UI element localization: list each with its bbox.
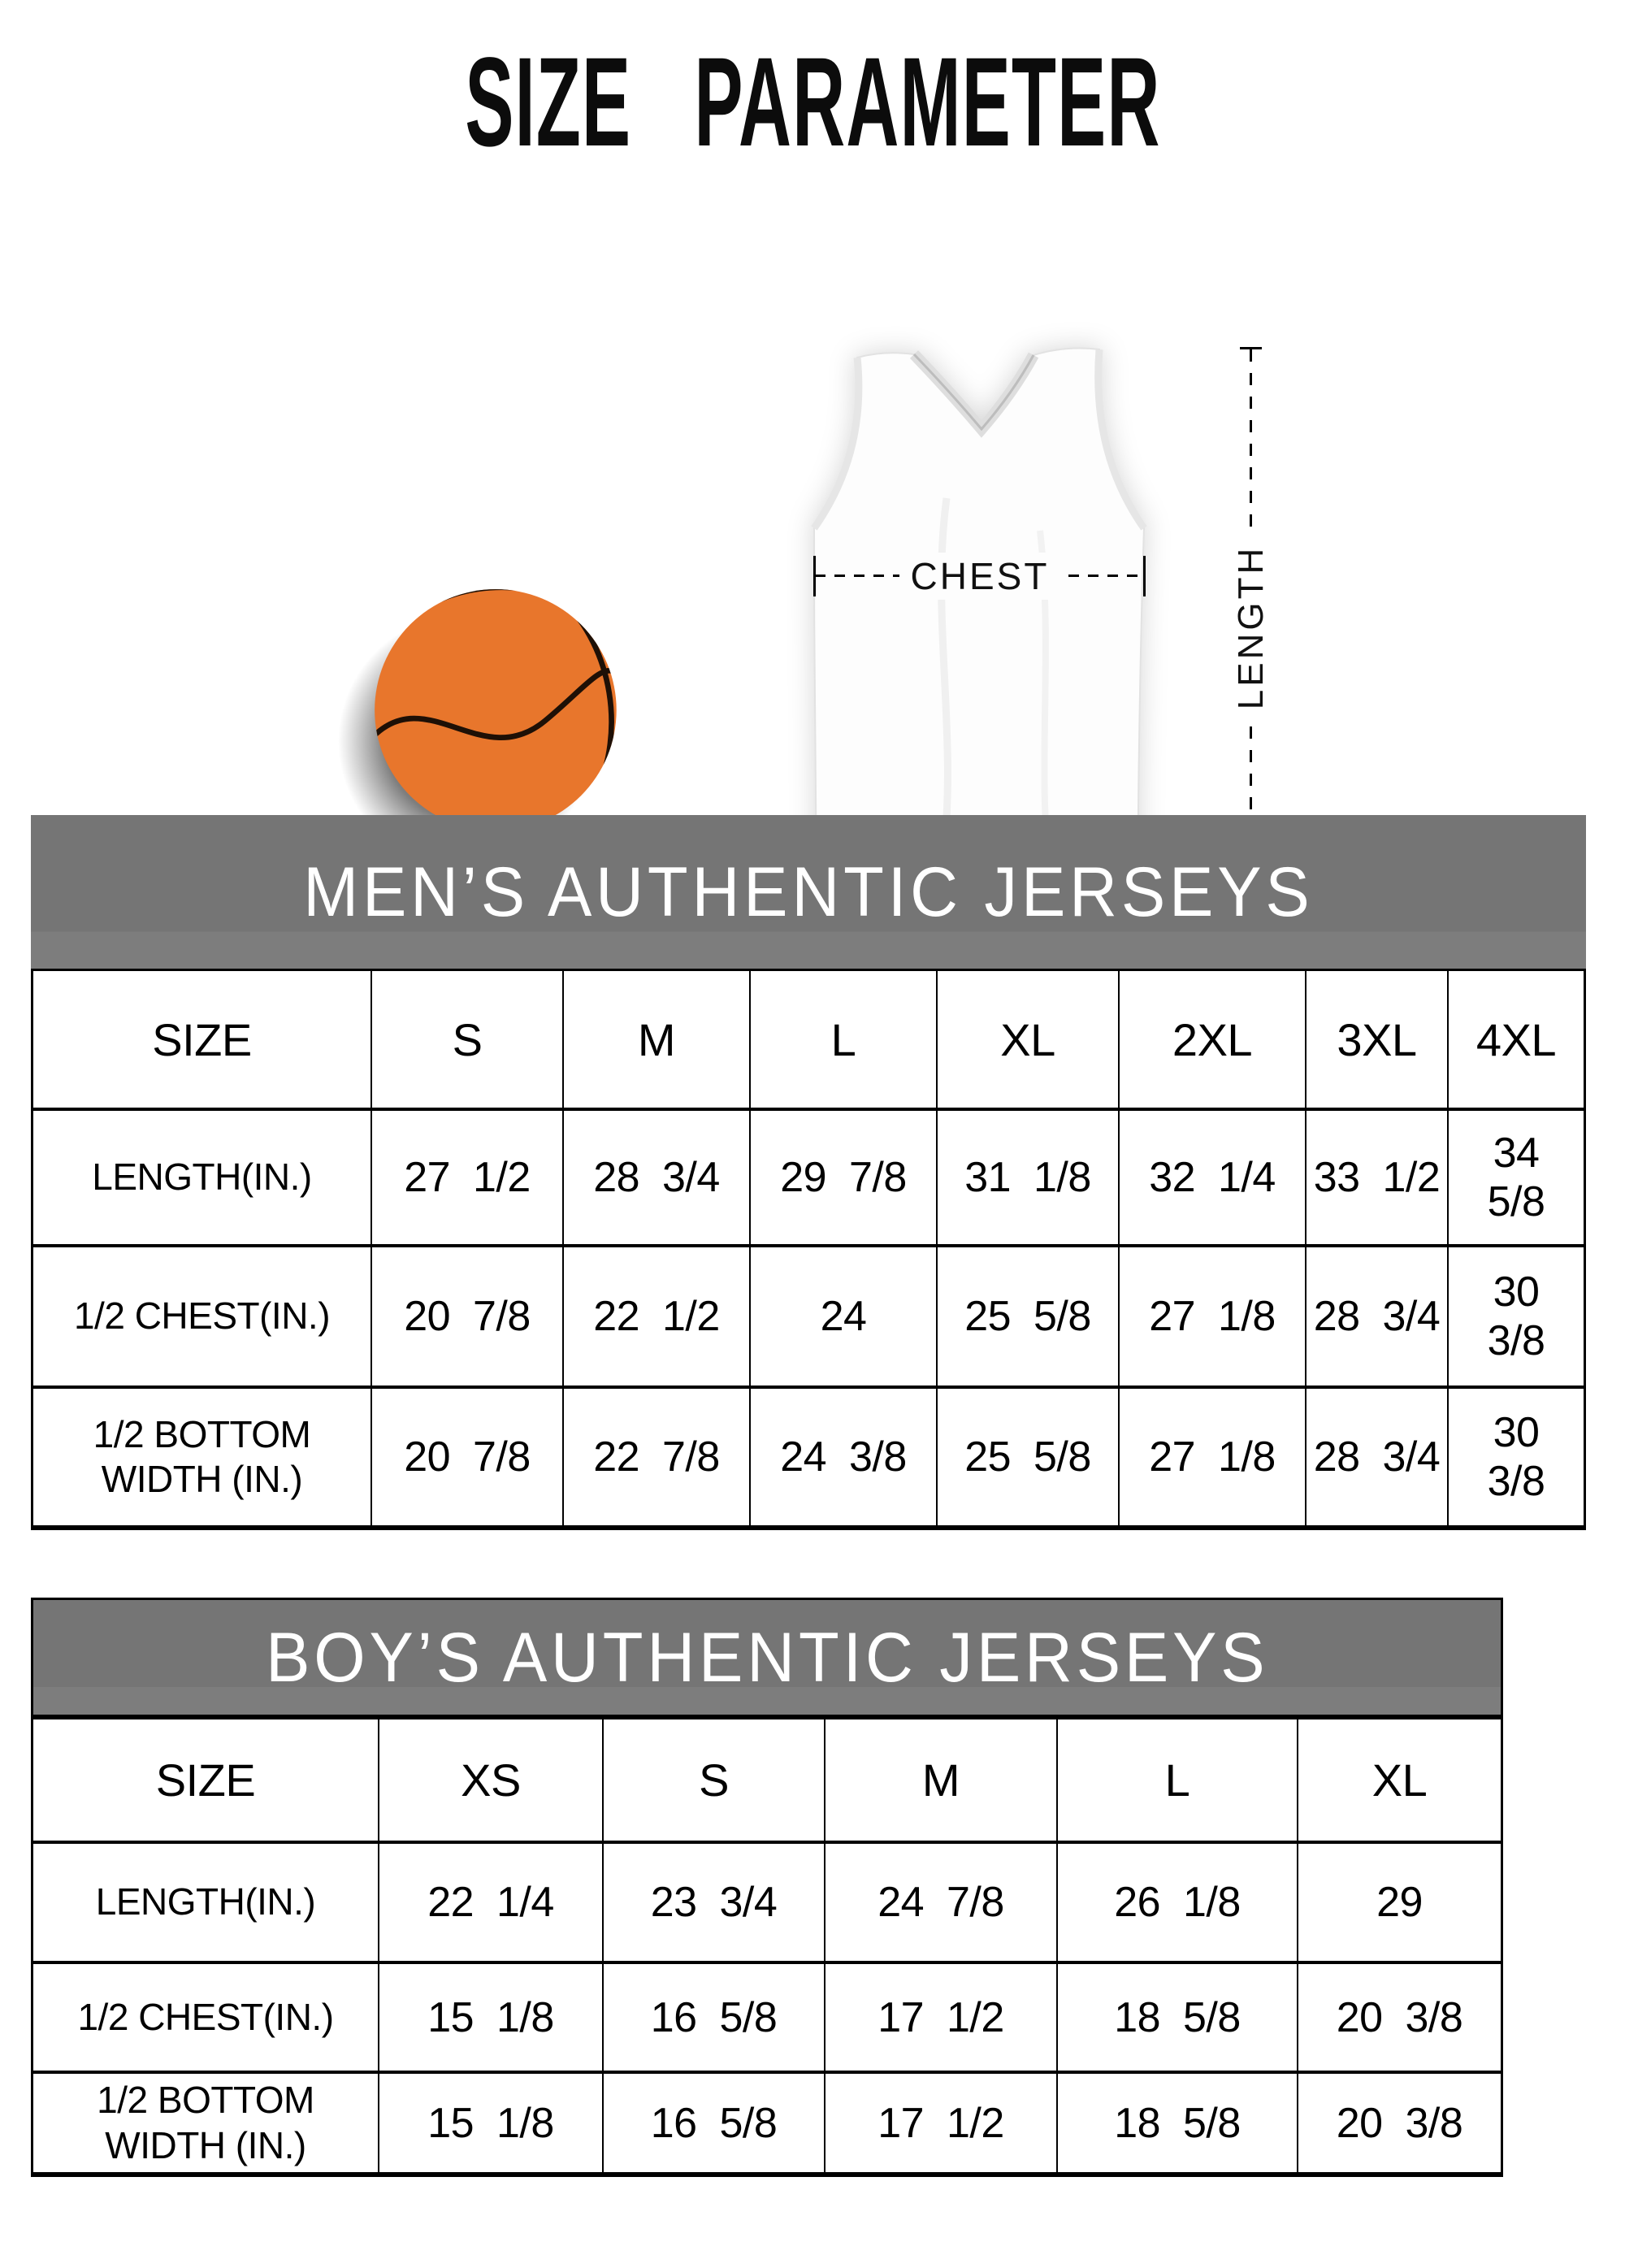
- jersey-illustration: [811, 347, 1147, 919]
- mens-header-s: S: [370, 971, 562, 1108]
- chest-label-wrap: CHEST: [815, 553, 1145, 600]
- ball-body: [375, 589, 617, 831]
- boys-banner-title: BOY’S AUTHENTIC JERSEYS: [265, 1617, 1269, 1697]
- mens-header-4xl: 4XL: [1447, 971, 1584, 1108]
- boys-length-xs: 22 1/4: [378, 1841, 602, 1961]
- chest-measure-tick-left: [813, 556, 816, 596]
- mens-chest-xl: 25 5/8: [936, 1244, 1118, 1386]
- mens-bottom-xl: 25 5/8: [936, 1386, 1118, 1525]
- boys-bottom-m: 17 1/2: [824, 2071, 1056, 2172]
- mens-row-label-length: LENGTH(IN.): [33, 1108, 370, 1244]
- boys-length-s: 23 3/4: [602, 1841, 824, 1961]
- mens-length-4xl: 34 5/8: [1447, 1108, 1584, 1244]
- boys-length-xl: 29: [1297, 1841, 1501, 1961]
- mens-chest-s: 20 7/8: [370, 1244, 562, 1386]
- mens-row-label-chest: 1/2 CHEST(IN.): [33, 1244, 370, 1386]
- mens-chest-2xl: 27 1/8: [1118, 1244, 1305, 1386]
- mens-chest-4xl: 30 3/8: [1447, 1244, 1584, 1386]
- mens-header-l: L: [749, 971, 936, 1108]
- mens-length-s: 27 1/2: [370, 1108, 562, 1244]
- jersey-armhole-right: [1094, 349, 1147, 531]
- mens-length-l: 29 7/8: [749, 1108, 936, 1244]
- boys-header-s: S: [602, 1719, 824, 1841]
- mens-bottom-3xl: 28 3/4: [1305, 1386, 1447, 1525]
- mens-banner: MEN’S AUTHENTIC JERSEYS: [31, 815, 1586, 969]
- boys-header-m: M: [824, 1719, 1056, 1841]
- mens-bottom-m: 22 7/8: [562, 1386, 749, 1525]
- mens-header-m: M: [562, 971, 749, 1108]
- boys-header-size: SIZE: [155, 1754, 256, 1806]
- boys-header-xs: XS: [378, 1719, 602, 1841]
- boys-chest-m: 17 1/2: [824, 1961, 1056, 2071]
- boys-row-label-length: LENGTH(IN.): [33, 1841, 378, 1961]
- mens-header-3xl: 3XL: [1305, 971, 1447, 1108]
- boys-size-table: SIZE XS S M L XL LENGTH(IN.) 22 1/4 23 3…: [31, 1717, 1503, 2177]
- mens-length-xl: 31 1/8: [936, 1108, 1118, 1244]
- boys-header-xl: XL: [1297, 1719, 1501, 1841]
- mens-bottom-4xl: 30 3/8: [1447, 1386, 1584, 1525]
- length-measure-tick-top: [1240, 347, 1262, 349]
- jersey-collar-line: [912, 353, 1035, 431]
- hero-graphics: CHEST LENGTH: [0, 163, 1625, 924]
- mens-row-label-bottom: 1/2 BOTTOM WIDTH (IN.): [33, 1386, 370, 1525]
- boys-length-l: 26 1/8: [1056, 1841, 1297, 1961]
- page-title-text: SIZE PARAMETER: [464, 30, 1161, 172]
- mens-chest-m: 22 1/2: [562, 1244, 749, 1386]
- boys-bottom-xl: 20 3/8: [1297, 2071, 1501, 2172]
- mens-bottom-l: 24 3/8: [749, 1386, 936, 1525]
- boys-row-label-bottom: 1/2 BOTTOM WIDTH (IN.): [33, 2071, 378, 2172]
- mens-size-table: SIZE S M L XL 2XL 3XL 4XL LENGTH(IN.) 27…: [31, 969, 1586, 1530]
- boys-chest-s: 16 5/8: [602, 1961, 824, 2071]
- mens-header-size: SIZE: [152, 1013, 252, 1065]
- boys-chest-l: 18 5/8: [1056, 1961, 1297, 2071]
- mens-header-2xl: 2XL: [1118, 971, 1305, 1108]
- boys-bottom-l: 18 5/8: [1056, 2071, 1297, 2172]
- mens-banner-title: MEN’S AUTHENTIC JERSEYS: [303, 852, 1314, 931]
- chest-label: CHEST: [899, 553, 1061, 600]
- mens-chest-3xl: 28 3/4: [1305, 1244, 1447, 1386]
- chest-measure-tick-right: [1143, 556, 1146, 596]
- boys-bottom-s: 16 5/8: [602, 2071, 824, 2172]
- jersey-crease-1: [938, 497, 951, 865]
- mens-chest-l: 24: [749, 1244, 936, 1386]
- boys-chest-xl: 20 3/8: [1297, 1961, 1501, 2071]
- boys-length-m: 24 7/8: [824, 1841, 1056, 1961]
- mens-length-m: 28 3/4: [562, 1108, 749, 1244]
- boys-chest-xs: 15 1/8: [378, 1961, 602, 2071]
- boys-banner: BOY’S AUTHENTIC JERSEYS: [31, 1598, 1503, 1717]
- mens-length-2xl: 32 1/4: [1118, 1108, 1305, 1244]
- mens-header-xl: XL: [936, 971, 1118, 1108]
- boys-bottom-xs: 15 1/8: [378, 2071, 602, 2172]
- mens-length-3xl: 33 1/2: [1305, 1108, 1447, 1244]
- page-title: SIZE PARAMETER: [0, 30, 1625, 172]
- length-label: LENGTH: [1224, 528, 1278, 726]
- mens-bottom-s: 20 7/8: [370, 1386, 562, 1525]
- mens-bottom-2xl: 27 1/8: [1118, 1386, 1305, 1525]
- jersey-armhole-left: [811, 357, 863, 531]
- boys-header-l: L: [1056, 1719, 1297, 1841]
- boys-row-label-chest: 1/2 CHEST(IN.): [33, 1961, 378, 2071]
